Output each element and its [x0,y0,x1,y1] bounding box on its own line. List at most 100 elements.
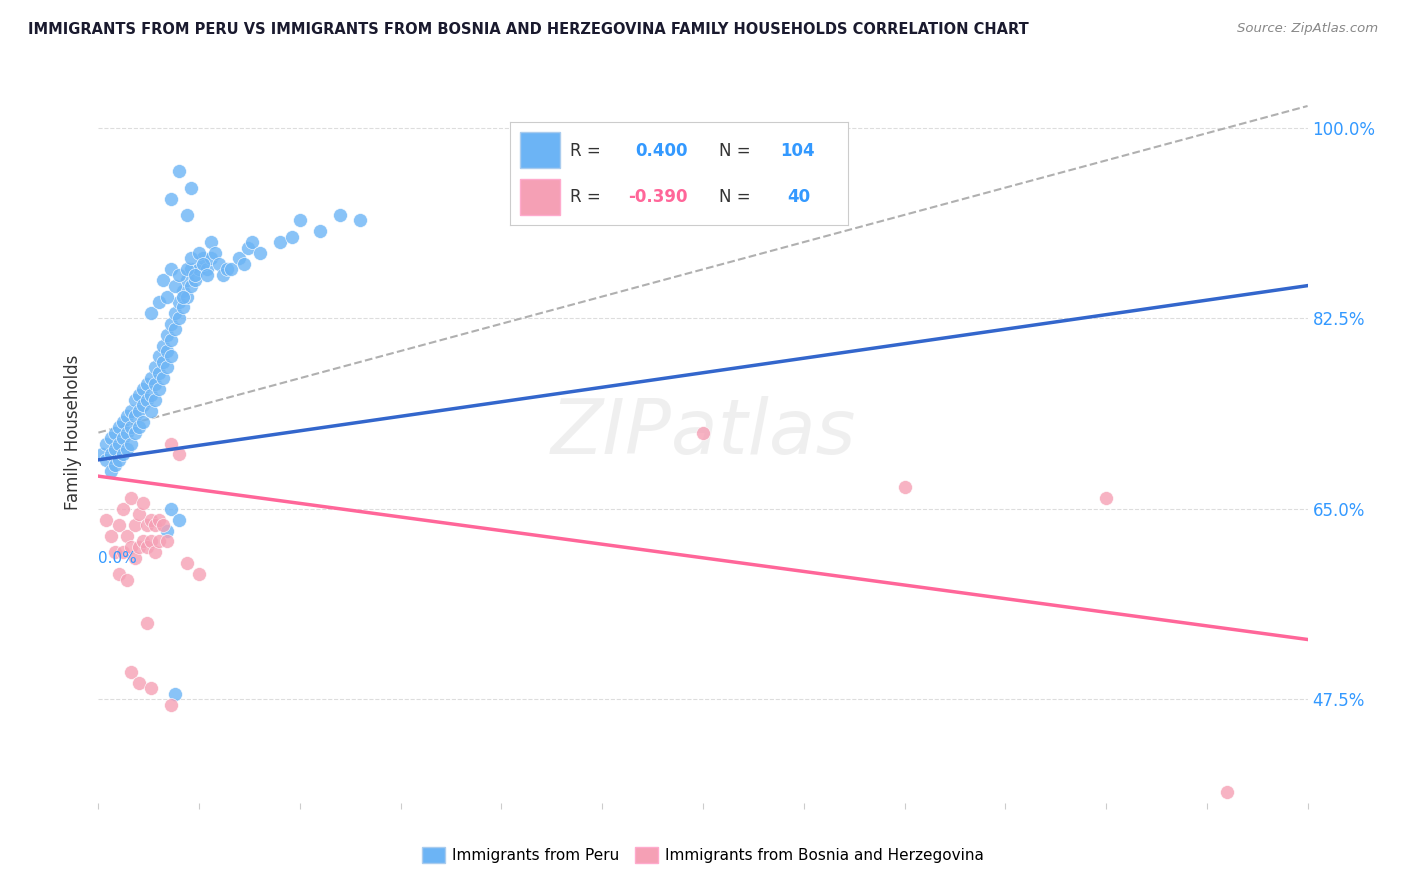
Point [188,567,211,582]
Point [152,338,174,352]
Point [135,616,157,631]
Point [148,513,170,527]
Point [200,235,222,249]
Point [893,480,915,494]
Point [160,501,183,516]
Point [115,409,138,424]
Point [100,529,122,543]
Point [107,436,129,450]
Point [349,213,371,227]
Point [120,420,142,434]
Point [139,371,162,385]
Point [96,436,118,450]
Point [107,518,129,533]
Point [111,415,134,429]
Point [281,229,304,244]
Point [172,301,194,315]
Point [228,252,250,266]
Point [111,431,134,445]
Point [180,180,202,194]
Point [176,262,198,277]
Point [180,262,202,277]
Point [160,698,183,712]
Point [188,262,211,277]
Point [120,404,142,418]
Point [135,518,157,533]
Point [193,252,215,266]
Point [124,550,146,565]
Point [148,295,170,310]
Point [160,262,183,277]
Point [115,442,138,456]
Point [143,376,166,391]
Point [139,534,162,549]
Point [249,246,271,260]
Point [217,262,239,277]
Point [269,235,291,249]
Point [139,681,162,696]
Point [160,350,183,364]
Point [163,322,186,336]
Point [152,355,174,369]
Point [143,360,166,375]
Point [139,387,162,401]
Point [176,208,198,222]
Point [236,241,259,255]
Point [167,164,190,178]
Point [232,257,254,271]
Point [152,518,174,533]
Point [184,273,207,287]
Point [208,257,231,271]
Point [128,387,150,401]
Point [163,306,186,320]
Text: ZIPatlas: ZIPatlas [550,396,856,469]
Point [96,453,118,467]
Point [204,246,226,260]
Point [120,436,142,450]
Point [124,392,146,407]
Point [120,491,142,505]
Point [184,268,207,282]
Point [128,540,150,554]
Point [240,235,263,249]
Point [172,289,194,303]
Point [329,208,352,222]
Point [143,518,166,533]
Point [167,295,190,310]
Point [176,273,198,287]
Point [156,289,179,303]
Point [139,404,162,418]
Point [124,518,146,533]
Point [172,284,194,298]
Point [1095,491,1118,505]
Point [100,464,122,478]
Point [148,382,170,396]
Point [143,545,166,559]
Point [167,513,190,527]
Point [160,192,183,206]
Point [160,333,183,347]
Point [107,453,129,467]
Point [96,513,118,527]
Point [91,447,114,461]
Point [107,420,129,434]
Point [152,371,174,385]
Point [135,392,157,407]
Point [152,273,174,287]
Point [111,447,134,461]
Point [148,350,170,364]
Point [163,687,186,701]
Point [200,252,222,266]
Point [103,425,125,440]
Point [100,431,122,445]
Point [124,409,146,424]
Point [128,404,150,418]
Point [195,262,218,277]
Point [132,415,155,429]
Point [163,278,186,293]
Point [111,545,134,559]
Point [309,224,332,238]
Point [160,317,183,331]
Point [120,540,142,554]
Point [139,513,162,527]
